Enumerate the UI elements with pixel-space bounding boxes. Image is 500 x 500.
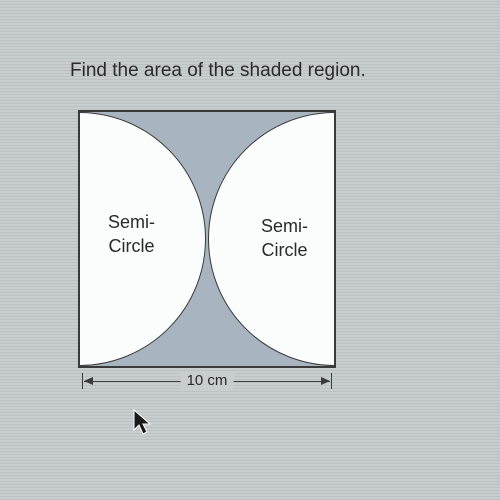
dim-tick-right — [331, 373, 332, 389]
dim-arrow-left-icon — [84, 377, 93, 385]
dim-arrow-right-icon — [321, 377, 330, 385]
label-line2: Circle — [109, 236, 155, 256]
dim-tick-left — [82, 373, 83, 389]
dimension-row: 10 cm — [78, 370, 336, 404]
problem-container: Find the area of the shaded region. Semi… — [0, 0, 500, 444]
label-line1: Semi- — [261, 216, 308, 236]
right-semicircle-label: Semi- Circle — [261, 214, 308, 263]
left-semicircle-label: Semi- Circle — [108, 210, 155, 259]
instruction-text: Find the area of the shaded region. — [70, 60, 460, 82]
label-line1: Semi- — [108, 212, 155, 232]
label-line2: Circle — [261, 240, 307, 260]
dimension-label: 10 cm — [181, 372, 234, 389]
figure: Semi- Circle Semi- Circle 10 cm — [78, 110, 348, 404]
square-boundary: Semi- Circle Semi- Circle — [78, 110, 336, 368]
